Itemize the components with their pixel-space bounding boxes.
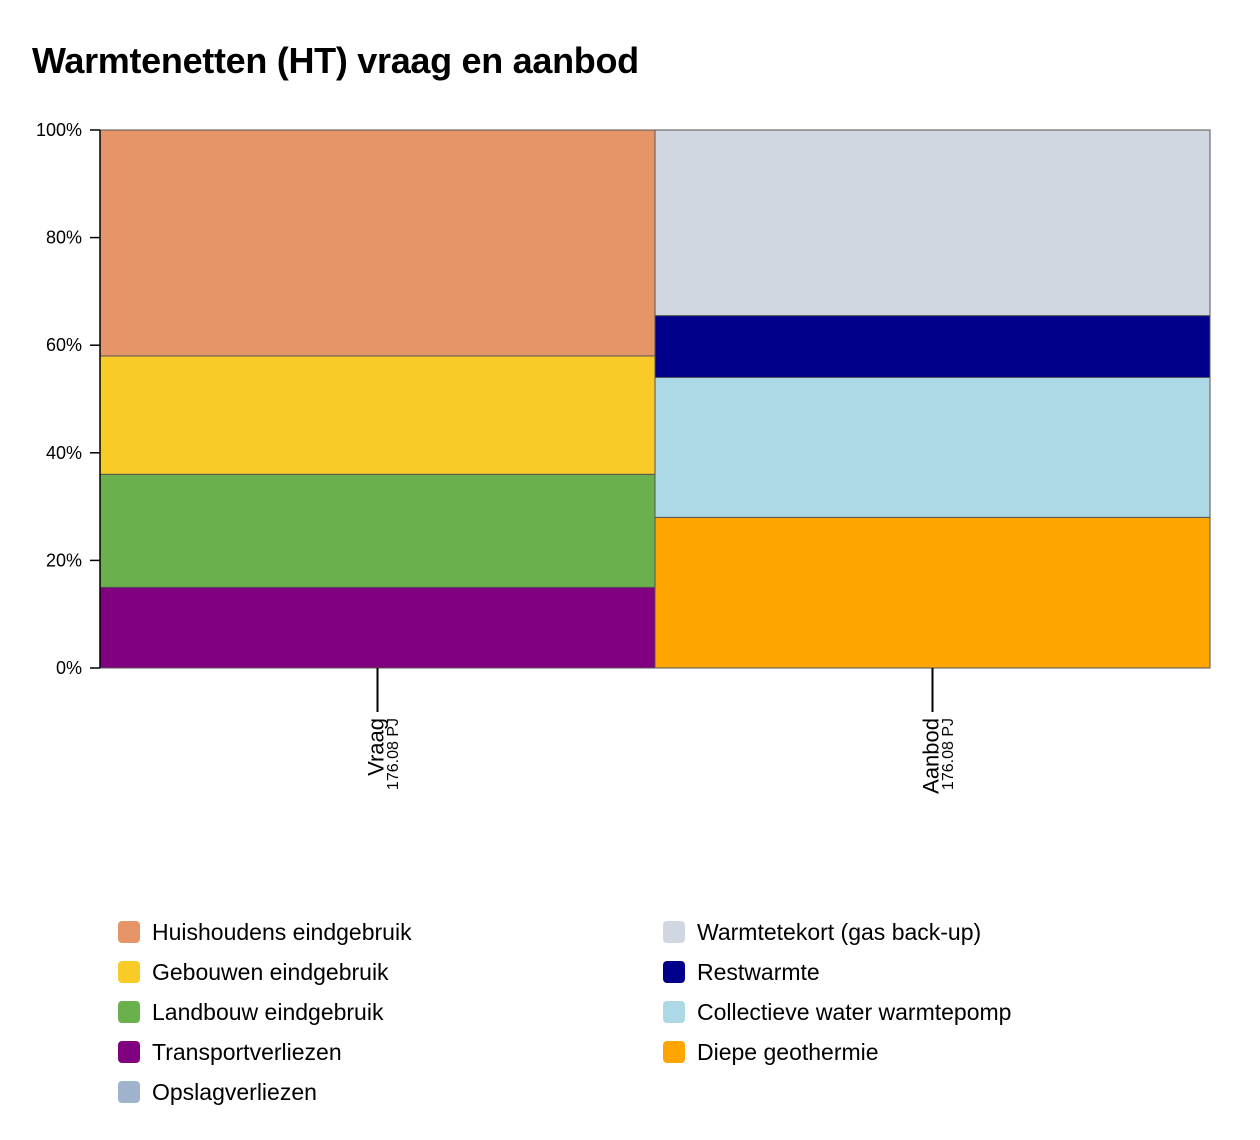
legend-item[interactable]: Restwarmte [663, 952, 1011, 992]
legend-swatch [663, 961, 685, 983]
legend-label: Restwarmte [697, 958, 820, 985]
legend-swatch [118, 1001, 140, 1023]
y-tick-label: 60% [46, 335, 82, 355]
bar-segment [654, 129, 1211, 317]
legend-swatch [663, 1001, 685, 1023]
legend-swatch [663, 921, 685, 943]
bar-segment [99, 473, 656, 588]
legend-item[interactable]: Huishoudens eindgebruik [118, 912, 412, 952]
legend-label: Transportverliezen [152, 1038, 342, 1065]
legend-label: Landbouw eindgebruik [152, 998, 384, 1025]
legend-label: Gebouwen eindgebruik [152, 958, 389, 985]
legend-swatch [118, 961, 140, 983]
bar-segment [99, 129, 656, 357]
bar-segment [654, 516, 1211, 669]
legend-label: Collectieve water warmtepomp [697, 998, 1012, 1025]
y-tick-label: 0% [56, 658, 82, 678]
chart-title: Warmtenetten (HT) vraag en aanbod [32, 40, 639, 81]
legend-item[interactable]: Diepe geothermie [663, 1032, 1011, 1072]
legend-item[interactable]: Warmtetekort (gas back-up) [663, 912, 1011, 952]
y-tick-label: 100% [36, 120, 82, 140]
bar-segment [99, 355, 656, 475]
y-tick-label: 40% [46, 443, 82, 463]
legend-column-left: Huishoudens eindgebruik Gebouwen eindgebr… [118, 912, 412, 1112]
legend-item[interactable]: Gebouwen eindgebruik [118, 952, 412, 992]
legend-swatch [663, 1041, 685, 1063]
legend-swatch [118, 1081, 140, 1103]
y-tick-label: 80% [46, 228, 82, 248]
legend-label: Warmtetekort (gas back-up) [697, 918, 982, 945]
x-tick-sublabel: 176.08 PJ [940, 718, 957, 790]
legend-item[interactable]: Transportverliezen [118, 1032, 412, 1072]
legend-column-right: Warmtetekort (gas back-up) Restwarmte Coll… [663, 912, 1011, 1072]
legend-label: Diepe geothermie [697, 1038, 879, 1065]
legend-item[interactable]: Opslagverliezen [118, 1072, 412, 1112]
legend-item[interactable]: Landbouw eindgebruik [118, 992, 412, 1032]
bar-segment [654, 376, 1211, 518]
bar-segment [99, 586, 656, 669]
legend-label: Opslagverliezen [152, 1078, 317, 1105]
y-tick-label: 20% [46, 550, 82, 570]
legend-swatch [118, 1041, 140, 1063]
x-tick-sublabel: 176.08 PJ [385, 718, 402, 790]
legend-swatch [118, 921, 140, 943]
bar-segment [654, 315, 1211, 378]
x-tick-label: Vraag [364, 718, 389, 776]
legend-item[interactable]: Collectieve water warmtepomp [663, 992, 1011, 1032]
x-tick-label: Aanbod [919, 718, 944, 794]
legend-label: Huishoudens eindgebruik [152, 918, 412, 945]
